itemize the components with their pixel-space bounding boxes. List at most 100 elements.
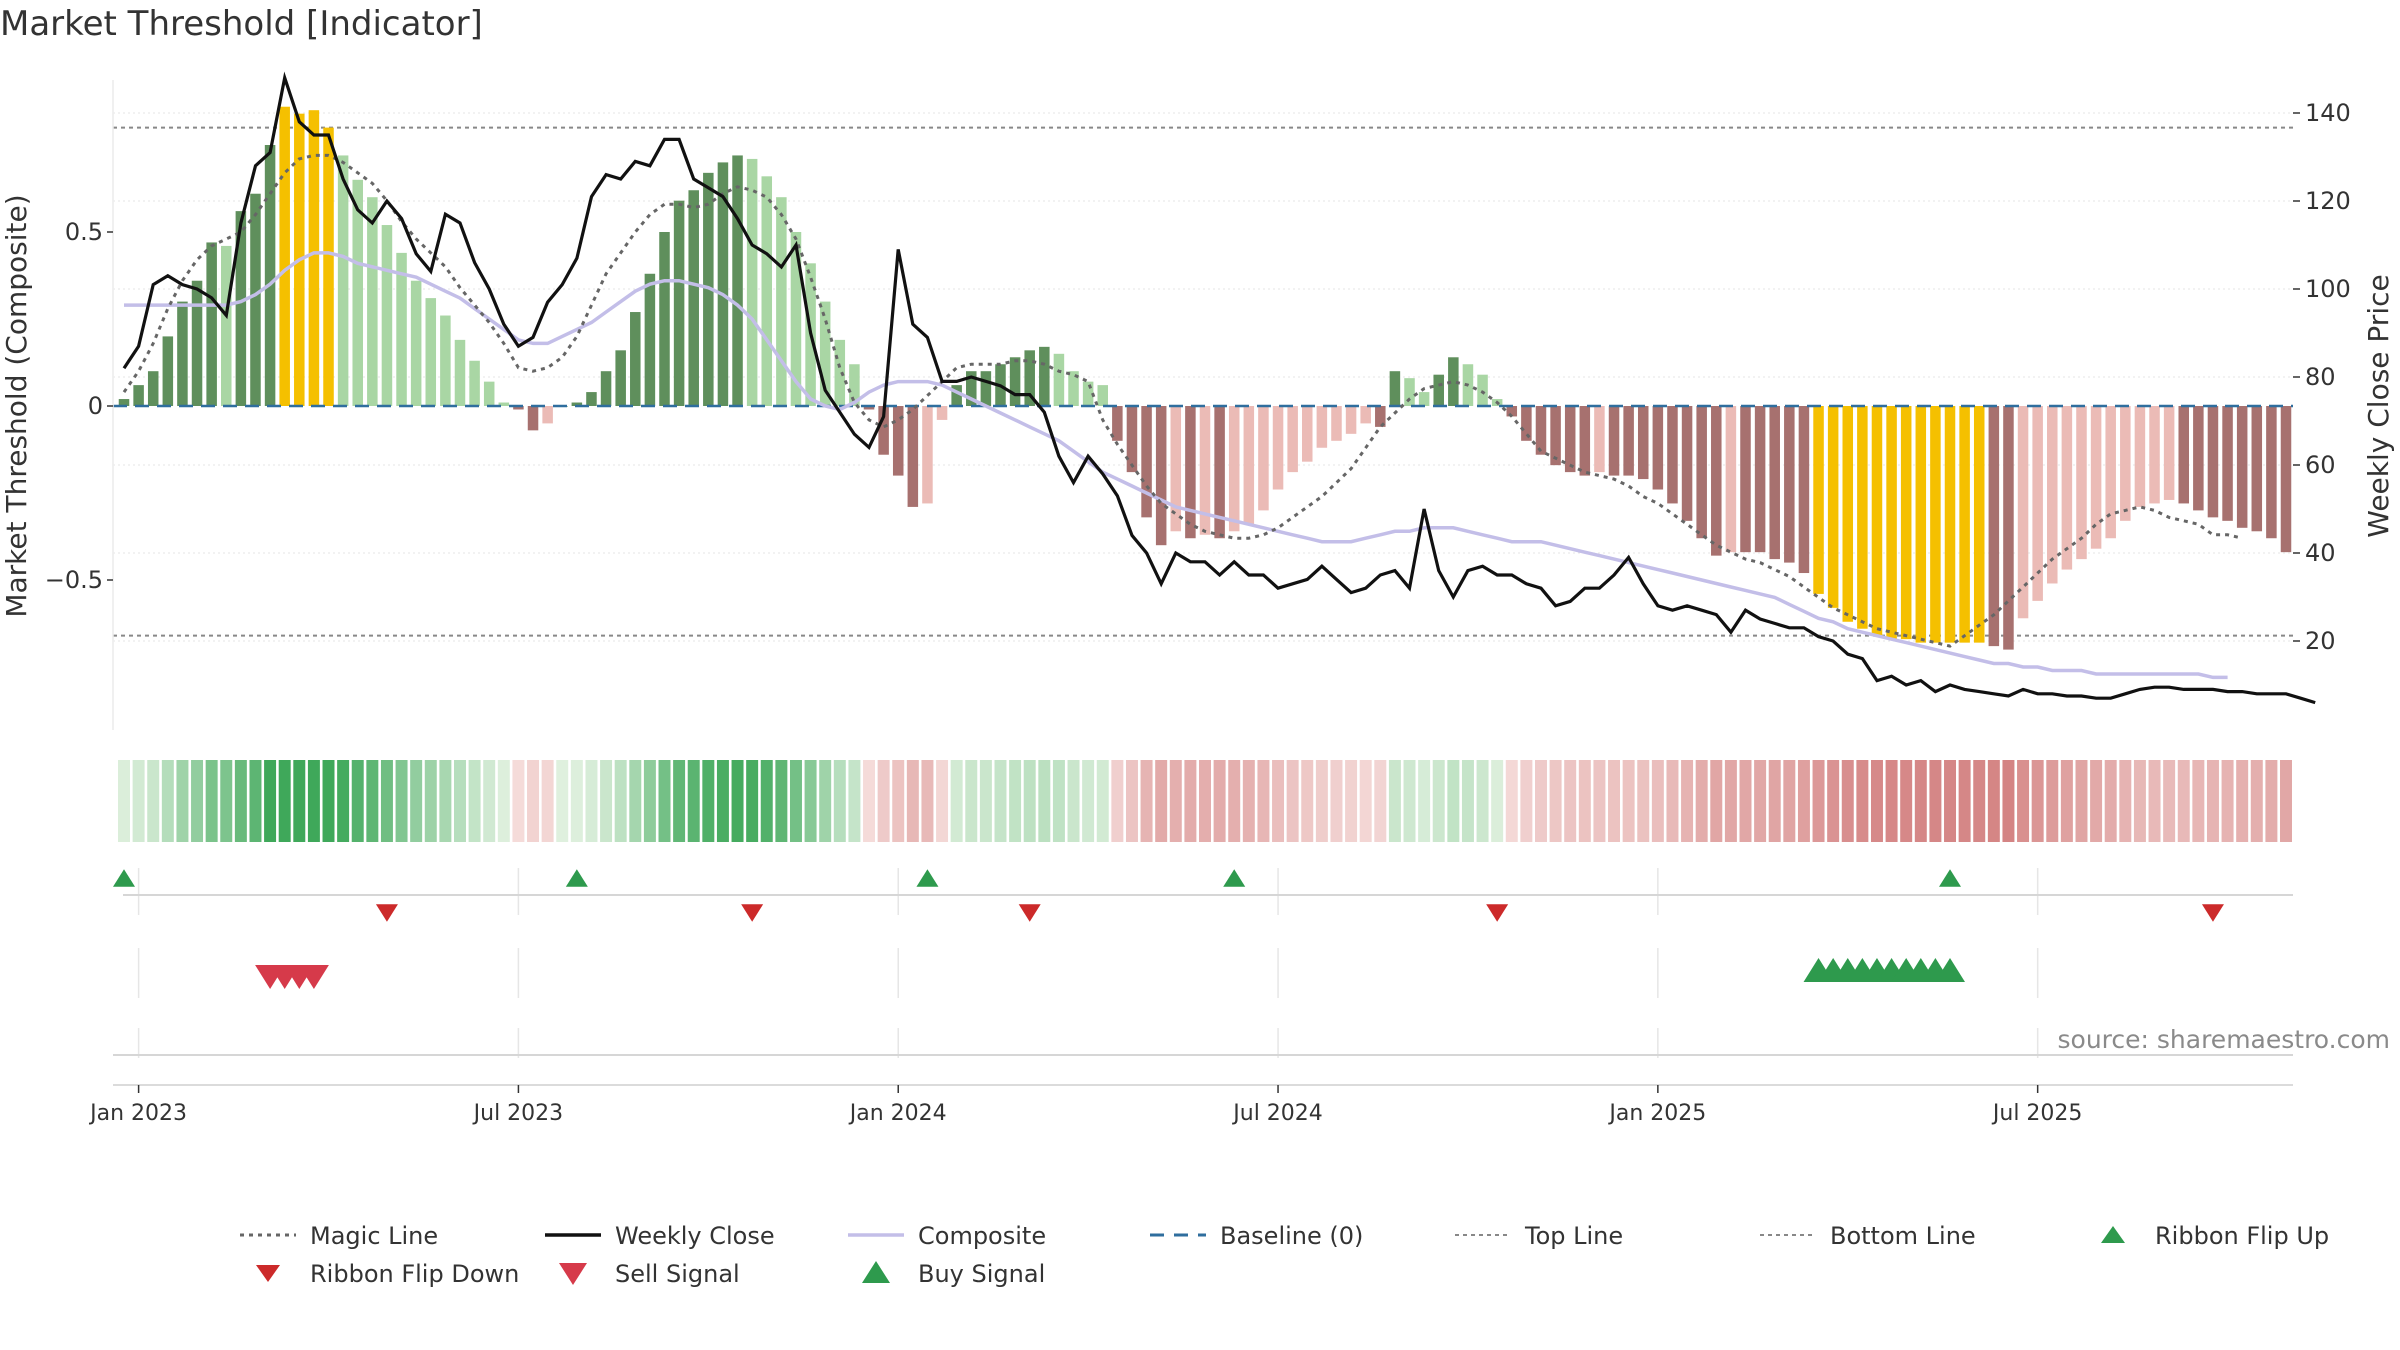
- composite-bar: [1214, 406, 1225, 539]
- ribbon-cell: [1286, 760, 1299, 842]
- ribbon-cell: [191, 760, 204, 842]
- ribbon-cell: [600, 760, 613, 842]
- legend-label: Composite: [918, 1222, 1046, 1250]
- composite-bar: [1857, 406, 1868, 629]
- ribbon-cell: [1929, 760, 1942, 842]
- ribbon-cell: [702, 760, 715, 842]
- ribbon-cell: [424, 760, 437, 842]
- ribbon-cell: [1637, 760, 1650, 842]
- ribbon-cell: [1432, 760, 1445, 842]
- composite-bar: [177, 301, 188, 406]
- ribbon-cell: [453, 760, 466, 842]
- composite-bar: [1258, 406, 1269, 511]
- ribbon-cell: [1812, 760, 1825, 842]
- ribbon-cell: [512, 760, 525, 842]
- legend: Magic Line Weekly Close Composite Baseline …: [240, 1222, 2329, 1288]
- ribbon-cell: [2133, 760, 2146, 842]
- composite-bar: [966, 371, 977, 406]
- composite-bar: [1944, 406, 1956, 643]
- ribbon-cell: [2075, 760, 2088, 842]
- composite-bar: [1272, 406, 1284, 490]
- composite-bar: [2017, 406, 2029, 619]
- ribbon-cell: [1520, 760, 1533, 842]
- ribbon-cell: [1213, 760, 1226, 842]
- composite-bar: [2061, 406, 2073, 570]
- legend-label: Buy Signal: [918, 1260, 1045, 1288]
- composite-bar: [118, 399, 130, 406]
- composite-bar: [1082, 381, 1094, 406]
- gridlines: [113, 112, 2293, 1058]
- ribbon-cell: [906, 760, 919, 842]
- composite-bar: [235, 211, 247, 406]
- composite-bar: [469, 360, 480, 406]
- composite-bar: [2207, 406, 2219, 518]
- composite-bar: [1141, 406, 1152, 518]
- right-tick-label: 100: [2305, 275, 2351, 303]
- x-tick-label: Jan 2024: [848, 1101, 947, 1126]
- ribbon-cell: [570, 760, 583, 842]
- composite-bar: [1112, 406, 1123, 441]
- ribbon-cell: [658, 760, 671, 842]
- composite-bar: [1579, 406, 1591, 476]
- composite-bar: [1988, 406, 2000, 647]
- composite-bar: [1725, 406, 1737, 553]
- composite-bar: [1506, 406, 1518, 417]
- ribbon-cell: [1096, 760, 1109, 842]
- ribbon-cell: [176, 760, 189, 842]
- composite-bar: [2047, 406, 2058, 584]
- legend-swatch-flip-down: [256, 1265, 280, 1282]
- composite-bar: [2120, 406, 2131, 521]
- composite-bar: [440, 315, 451, 406]
- composite-bar: [2236, 406, 2248, 528]
- composite-bar: [892, 406, 904, 476]
- ribbon-cell: [293, 760, 306, 842]
- ribbon-cell: [1564, 760, 1577, 842]
- ribbon-cell: [1973, 760, 1986, 842]
- legend-label: Top Line: [1524, 1222, 1623, 1250]
- ribbon-cell: [541, 760, 554, 842]
- composite-bar: [1009, 357, 1021, 406]
- composite-bar: [1973, 406, 1985, 643]
- ribbon-cell: [1388, 760, 1401, 842]
- composite-bar: [1199, 406, 1211, 535]
- composite-bar: [191, 280, 203, 406]
- composite-bar: [410, 280, 422, 406]
- composite-bar: [1784, 406, 1795, 563]
- ribbon-flip-down-marker: [2201, 904, 2224, 922]
- ribbon-cell: [366, 760, 379, 842]
- composite-bar: [1696, 406, 1707, 539]
- ribbon-cell: [1608, 760, 1621, 842]
- sell-signal-marker: [298, 965, 329, 989]
- ribbon-cell: [1681, 760, 1694, 842]
- composite-bar: [1448, 357, 1459, 406]
- composite-bar: [2134, 406, 2146, 507]
- ribbon-cell: [1900, 760, 1913, 842]
- composite-bar: [2193, 406, 2204, 511]
- ribbon-cell: [1534, 760, 1547, 842]
- composite-bar: [396, 252, 407, 406]
- composite-bar: [1039, 346, 1050, 406]
- ribbon-cell: [2104, 760, 2117, 842]
- composite-bar: [863, 406, 875, 410]
- ribbon-cell: [205, 760, 218, 842]
- composite-bar: [483, 381, 495, 406]
- ribbon-cell: [1374, 760, 1387, 842]
- left-tick-label: 0: [88, 392, 103, 420]
- ribbon-cell: [2163, 760, 2176, 842]
- ribbon-cell: [1754, 760, 1767, 842]
- weekly-close-line: [122, 71, 2316, 705]
- ribbon-cell: [337, 760, 350, 842]
- ribbon-cell: [1140, 760, 1153, 842]
- composite-bar: [1594, 406, 1605, 473]
- chart-lines: [113, 71, 2316, 705]
- composite-bar: [1287, 406, 1298, 473]
- composite-bar: [776, 197, 787, 406]
- ribbon-cell: [921, 760, 934, 842]
- ribbon-cell: [1827, 760, 1840, 842]
- x-tick-label: Jan 2025: [1607, 1101, 1706, 1126]
- ribbon-flip-up-marker: [1223, 869, 1246, 887]
- composite-bar: [1155, 406, 1167, 546]
- ribbon-cell: [322, 760, 335, 842]
- legend-label: Magic Line: [310, 1222, 438, 1250]
- composite-bar: [1360, 406, 1371, 424]
